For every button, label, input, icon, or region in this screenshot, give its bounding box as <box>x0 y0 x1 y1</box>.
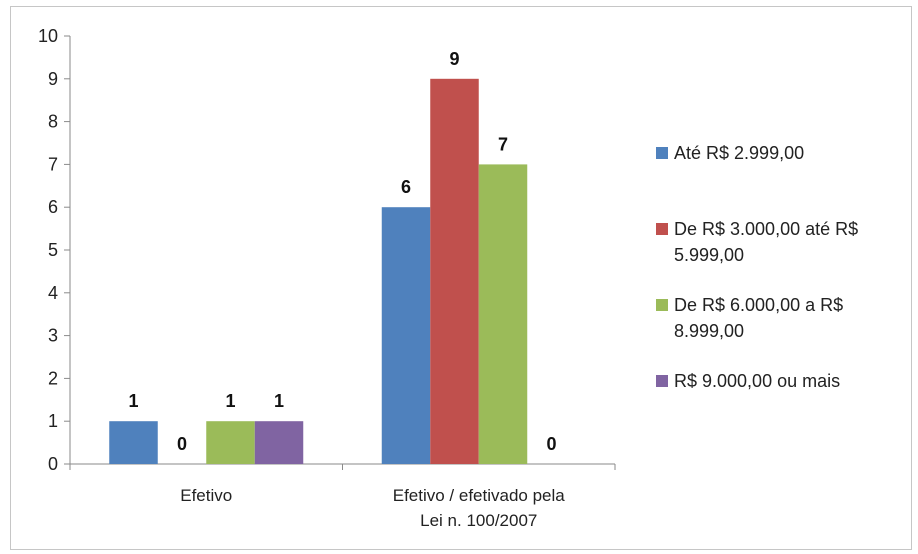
y-tick-label: 10 <box>38 26 58 46</box>
x-category-label: Efetivo <box>180 486 232 505</box>
legend-swatch <box>656 223 668 235</box>
data-label: 9 <box>449 49 459 69</box>
y-tick-label: 1 <box>48 411 58 431</box>
data-label: 1 <box>225 391 235 411</box>
bar <box>206 421 255 464</box>
data-label: 6 <box>401 177 411 197</box>
legend-swatch <box>656 375 668 387</box>
y-tick-label: 0 <box>48 454 58 474</box>
data-label: 1 <box>128 391 138 411</box>
x-category-label: Lei n. 100/2007 <box>420 511 537 530</box>
legend-label: R$ 9.000,00 ou mais <box>674 371 840 391</box>
y-tick-label: 2 <box>48 368 58 388</box>
y-tick-label: 3 <box>48 326 58 346</box>
legend-swatch <box>656 147 668 159</box>
y-tick-label: 7 <box>48 154 58 174</box>
bar <box>109 421 158 464</box>
x-category-label: Efetivo / efetivado pela <box>393 486 566 505</box>
legend-label: De R$ 3.000,00 até R$ <box>674 219 858 239</box>
y-tick-label: 8 <box>48 112 58 132</box>
bar <box>430 78 479 465</box>
bar <box>478 164 528 464</box>
legend-label: Até R$ 2.999,00 <box>674 143 804 163</box>
bar <box>381 207 431 464</box>
legend-swatch <box>656 299 668 311</box>
data-label: 7 <box>498 134 508 154</box>
y-tick-label: 9 <box>48 69 58 89</box>
data-label: 0 <box>177 434 187 454</box>
bar <box>254 421 304 464</box>
legend-label: 8.999,00 <box>674 321 744 341</box>
legend-label: 5.999,00 <box>674 245 744 265</box>
data-label: 1 <box>274 391 284 411</box>
y-tick-label: 5 <box>48 240 58 260</box>
data-label: 0 <box>546 434 556 454</box>
y-tick-label: 6 <box>48 197 58 217</box>
y-tick-label: 4 <box>48 283 58 303</box>
legend-label: De R$ 6.000,00 a R$ <box>674 295 843 315</box>
